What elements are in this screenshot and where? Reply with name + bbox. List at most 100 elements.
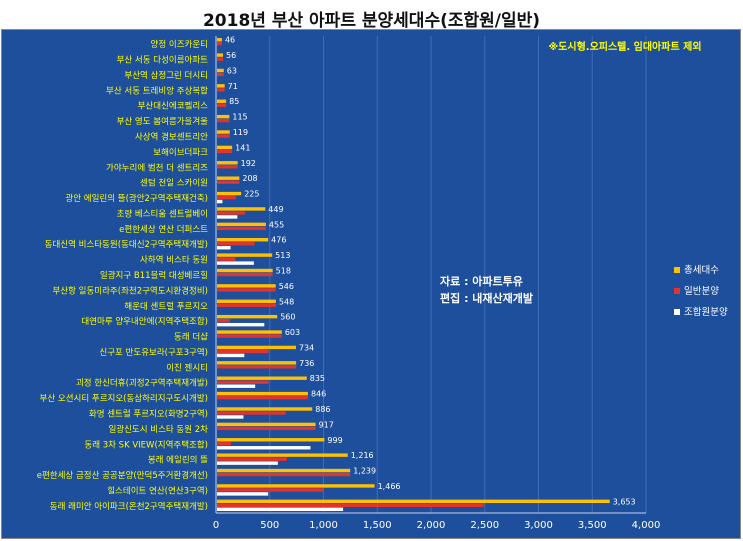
bar-total — [217, 53, 224, 57]
legend-label: 일반분양 — [684, 286, 719, 297]
plot-panel — [1, 29, 741, 539]
bar-general — [217, 272, 273, 277]
data-label: 3,653 — [613, 497, 636, 506]
bar-general — [217, 457, 287, 461]
category-label: 양정 이즈카운티 — [151, 39, 208, 50]
bar-total — [217, 391, 308, 396]
bar-total — [217, 422, 316, 427]
bar-total — [217, 468, 351, 473]
x-tick-label: 2,500 — [470, 520, 499, 531]
category-label: 일광신도시 비스타 동원 2차 — [108, 424, 208, 435]
category-label: 신구포 반도유보라(구포3구역) — [99, 347, 208, 358]
bar-total — [217, 361, 297, 365]
bar-union — [217, 261, 254, 265]
bar-general — [217, 72, 224, 77]
bar-union — [217, 384, 256, 388]
bar-total — [217, 114, 230, 119]
x-tick-label: 3,000 — [524, 520, 553, 531]
data-label: 603 — [285, 328, 300, 337]
note-text: ※도시형.오피스텔. 임대아파트 제외 — [548, 40, 701, 53]
data-label: 886 — [315, 405, 330, 414]
bar-general — [217, 380, 269, 384]
legend-label: 총세대수 — [684, 265, 719, 276]
category-label: 부산 서동 트레비앙 주상복합 — [106, 85, 208, 96]
data-label: 999 — [327, 436, 342, 445]
bar-total — [217, 407, 313, 411]
category-label: 동래 래미안 아이파크(온천2구역주택재개발) — [50, 501, 208, 512]
bar-total — [217, 345, 296, 350]
bar-union — [217, 461, 278, 465]
category-label: 보해이브더파크 — [153, 147, 208, 158]
bar-total — [217, 330, 282, 334]
source-text: 자료 : 아파트투유 — [440, 274, 523, 288]
bar-total — [217, 484, 375, 488]
bar-general — [217, 288, 276, 292]
bar-total — [217, 176, 240, 180]
bar-total — [217, 37, 222, 42]
bar-total — [217, 284, 276, 288]
bar-total — [217, 438, 325, 442]
bar-union — [217, 199, 223, 204]
category-label: 광안 에일린의 뜰(광안2구역주택재건축) — [65, 193, 208, 204]
data-label: 225 — [244, 190, 259, 199]
bar-total — [217, 253, 273, 257]
category-label: 해운대 센트럴 푸르지오 — [124, 301, 208, 312]
data-label: 917 — [319, 420, 334, 429]
bar-general — [217, 242, 255, 246]
bar-total — [217, 299, 276, 303]
category-label: 일광지구 B11블럭 대성베르힐 — [100, 270, 208, 281]
data-label: 734 — [299, 343, 314, 352]
bar-total — [217, 191, 242, 196]
bar-total — [217, 207, 266, 211]
bar-general — [217, 318, 230, 323]
bar-general — [217, 118, 230, 123]
bar-general — [217, 442, 231, 446]
bar-total — [217, 99, 227, 103]
data-label: 1,239 — [353, 467, 376, 476]
bar-union — [217, 353, 245, 358]
legend-label: 조합원분양 — [684, 307, 728, 318]
category-label: 초량 베스티움 센트럴베이 — [117, 208, 208, 219]
category-label: 부산역 삼정그린 더시티 — [124, 70, 208, 81]
bar-general — [217, 334, 282, 338]
category-label: 가야누리에 범천 더 센트리즈 — [106, 162, 208, 173]
data-label: 141 — [235, 143, 250, 152]
category-label: 사하역 비스타 동원 — [140, 255, 208, 266]
data-label: 455 — [269, 220, 284, 229]
x-tick-label: 500 — [260, 520, 279, 531]
data-label: 192 — [241, 159, 256, 168]
data-label: 46 — [225, 36, 235, 45]
bar-general — [217, 57, 224, 61]
bar-general — [217, 472, 351, 477]
bar-total — [217, 145, 233, 150]
x-tick-label: 4,000 — [632, 520, 661, 531]
bar-general — [217, 149, 233, 154]
bar-general — [217, 88, 225, 92]
x-tick-label: 1,500 — [363, 520, 392, 531]
bar-general — [217, 103, 227, 107]
data-label: 115 — [232, 113, 247, 122]
bar-total — [217, 130, 230, 134]
bar-total — [217, 238, 269, 242]
category-label: 봉래 에일린의 뜰 — [148, 455, 208, 466]
data-label: 71 — [228, 82, 238, 91]
category-label: 대연마루 양우내안에(지역주택조합) — [81, 316, 208, 327]
bar-general — [217, 365, 297, 369]
bar-total — [217, 453, 348, 457]
category-label: e편한세상 금정산 공공분양(만덕5주거환경개선) — [37, 470, 208, 481]
data-label: 835 — [310, 374, 325, 383]
category-label: 부산 서동 다성이름아파트 — [117, 55, 209, 66]
bar-total — [217, 314, 278, 319]
category-label: 부산 오션시티 푸르지오(동삼하리지구도시개발) — [40, 393, 208, 404]
x-tick-label: 2,000 — [417, 520, 446, 531]
x-tick-label: 1,000 — [309, 520, 338, 531]
bar-general — [217, 411, 286, 415]
data-label: 449 — [268, 205, 283, 214]
category-label: 부산 영도 봄여름가을겨울 — [117, 116, 209, 127]
data-label: 518 — [276, 267, 291, 276]
chart-title: 2018년 부산 아파트 분양세대수(조합원/일반) — [202, 11, 541, 31]
bar-union — [217, 246, 231, 250]
category-label: 괴정 한신더휴(괴정2구역주택재개발) — [76, 378, 208, 389]
bar-general — [217, 503, 484, 508]
